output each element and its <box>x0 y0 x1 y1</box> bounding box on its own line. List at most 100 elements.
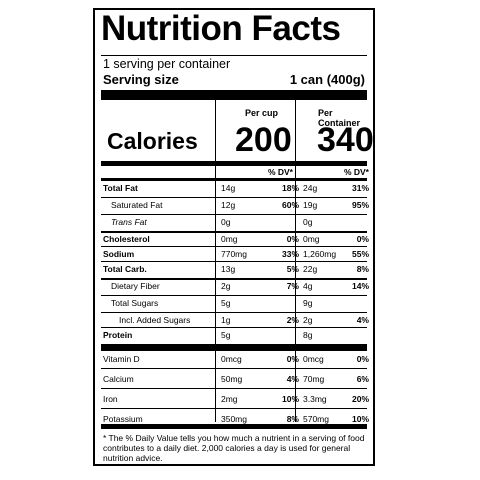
nutrient-row: Total Fat 14g 18% 24g 31% <box>101 181 369 195</box>
nutrient-name: Saturated Fat <box>111 200 163 210</box>
dv-divider <box>101 178 367 181</box>
dv-per-container: 95% <box>351 200 369 210</box>
row-divider <box>101 312 367 313</box>
amount-per-container: 2g <box>303 315 313 325</box>
dv-per-container: 31% <box>351 183 369 193</box>
amount-per-cup: 13g <box>221 264 236 274</box>
dv-per-container: 10% <box>351 414 369 424</box>
nutrition-label: Nutrition Facts 1 serving per container … <box>93 8 375 466</box>
dv-per-cup: 18% <box>281 183 299 193</box>
nutrient-name: Total Fat <box>103 183 138 193</box>
amount-per-container: 570mg <box>303 414 329 424</box>
amount-per-cup: 0g <box>221 217 231 227</box>
label-title: Nutrition Facts <box>101 9 341 48</box>
dv-header-cup: % DV* <box>267 167 293 177</box>
nutrient-name: Total Sugars <box>111 298 159 308</box>
serving-size-label: Serving size <box>103 72 179 87</box>
vitamin-row: Calcium 50mg 4% 70mg 6% <box>101 372 369 386</box>
calories-divider <box>101 161 367 166</box>
column-header-container: Per Container <box>318 108 361 128</box>
vitamin-row: Iron 2mg 10% 3.3mg 20% <box>101 392 369 406</box>
thick-divider <box>101 90 367 100</box>
column-header-cup: Per cup <box>245 108 279 118</box>
dv-header-container: % DV* <box>343 167 369 177</box>
amount-per-container: 24g <box>303 183 318 193</box>
nutrient-row: Incl. Added Sugars 1g 2% 2g 4% <box>101 313 369 327</box>
row-divider <box>101 388 367 389</box>
dv-per-container: 4% <box>356 315 369 325</box>
amount-per-cup: 5g <box>221 298 231 308</box>
dv-per-container: 14% <box>351 281 369 291</box>
dv-per-cup: 5% <box>286 264 299 274</box>
vitamin-row: Vitamin D 0mcg 0% 0mcg 0% <box>101 352 369 366</box>
vitamin-name: Calcium <box>103 374 134 384</box>
calories-per-container: 340 <box>317 121 374 159</box>
calories-label: Calories <box>107 128 198 154</box>
dv-per-cup: 8% <box>286 414 299 424</box>
amount-per-container: 3.3mg <box>303 394 327 404</box>
amount-per-cup: 0mg <box>221 234 238 244</box>
dv-per-cup: 2% <box>286 315 299 325</box>
vitamin-divider <box>101 344 367 351</box>
vitamin-name: Vitamin D <box>103 354 140 364</box>
amount-per-container: 4g <box>303 281 313 291</box>
dv-per-container: 55% <box>351 249 369 259</box>
row-divider <box>101 261 367 262</box>
amount-per-container: 0g <box>303 217 313 227</box>
nutrient-row: Total Carb. 13g 5% 22g 8% <box>101 262 369 276</box>
dv-per-container: 8% <box>356 264 369 274</box>
dv-per-container: 0% <box>356 354 369 364</box>
row-divider <box>101 327 367 328</box>
divider <box>101 55 367 56</box>
amount-per-container: 8g <box>303 330 313 340</box>
amount-per-container: 22g <box>303 264 318 274</box>
dv-per-container: 20% <box>351 394 369 404</box>
nutrient-name: Sodium <box>103 249 135 259</box>
amount-per-container: 9g <box>303 298 313 308</box>
nutrient-row: Protein 5g 8g <box>101 328 367 342</box>
dv-per-cup: 0% <box>286 234 299 244</box>
amount-per-cup: 12g <box>221 200 236 210</box>
amount-per-cup: 0mcg <box>221 354 242 364</box>
amount-per-cup: 770mg <box>221 249 247 259</box>
row-divider <box>101 368 367 369</box>
amount-per-container: 1,260mg <box>303 249 337 259</box>
amount-per-cup: 14g <box>221 183 236 193</box>
row-divider <box>101 197 367 198</box>
nutrient-row: Cholesterol 0mg 0% 0mg 0% <box>101 232 369 246</box>
vitamin-name: Potassium <box>103 414 143 424</box>
amount-per-cup: 50mg <box>221 374 243 384</box>
nutrient-name: Trans Fat <box>111 217 147 227</box>
servings-per-container: 1 serving per container <box>103 57 231 71</box>
amount-per-cup: 1g <box>221 315 231 325</box>
amount-per-cup: 5g <box>221 330 231 340</box>
amount-per-container: 19g <box>303 200 318 210</box>
row-divider <box>101 231 367 233</box>
amount-per-cup: 2g <box>221 281 231 291</box>
amount-per-cup: 2mg <box>221 394 238 404</box>
dv-per-cup: 7% <box>286 281 299 291</box>
dv-per-cup: 4% <box>286 374 299 384</box>
nutrient-name: Cholesterol <box>103 234 150 244</box>
row-divider <box>101 295 367 296</box>
nutrient-name: Incl. Added Sugars <box>119 315 191 325</box>
nutrient-row: Saturated Fat 12g 60% 19g 95% <box>101 198 369 212</box>
dv-per-cup: 0% <box>286 354 299 364</box>
row-divider <box>101 278 367 280</box>
amount-per-container: 0mcg <box>303 354 324 364</box>
nutrient-row: Dietary Fiber 2g 7% 4g 14% <box>101 279 369 293</box>
nutrient-row: Sodium 770mg 33% 1,260mg 55% <box>101 247 369 261</box>
nutrient-name: Total Carb. <box>103 264 147 274</box>
row-divider <box>101 246 367 247</box>
nutrient-name: Protein <box>103 330 133 340</box>
amount-per-cup: 350mg <box>221 414 247 424</box>
nutrient-row: Total Sugars 5g 9g <box>101 296 367 310</box>
dv-per-cup: 33% <box>281 249 299 259</box>
serving-size-value: 1 can (400g) <box>289 72 365 87</box>
footnote: * The % Daily Value tells you how much a… <box>103 433 365 463</box>
dv-per-cup: 10% <box>281 394 299 404</box>
vitamin-name: Iron <box>103 394 118 404</box>
nutrient-row: Trans Fat 0g 0g <box>101 215 367 229</box>
row-divider <box>101 214 367 215</box>
nutrient-name: Dietary Fiber <box>111 281 160 291</box>
